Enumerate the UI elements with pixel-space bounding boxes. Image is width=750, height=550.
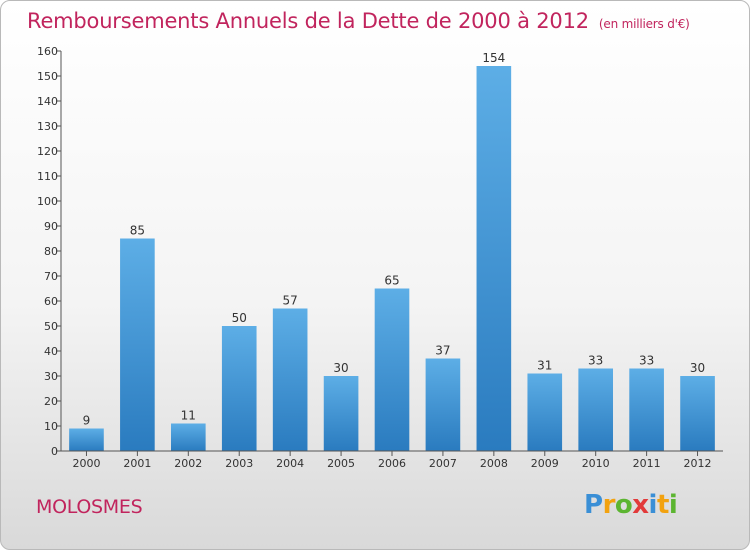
bar-2010 [578, 368, 614, 451]
bar-2002 [170, 423, 206, 451]
bar-2005 [323, 376, 359, 451]
value-label-2002: 11 [181, 409, 196, 423]
value-label-2011: 33 [639, 354, 654, 368]
y-tick-label: 70 [44, 270, 58, 283]
value-label-2004: 57 [283, 294, 298, 308]
y-axis: 0 10 20 30 40 50 60 70 80 90 100 110 120 130 140 150 160 [37, 45, 62, 458]
x-tick-label-2008: 2008 [480, 457, 508, 470]
value-label-2000: 9 [83, 414, 91, 428]
value-label-2012: 30 [690, 361, 705, 375]
bar-2000 [69, 428, 104, 451]
x-tick-label-2004: 2004 [276, 457, 304, 470]
value-label-2008: 154 [482, 51, 505, 65]
y-tick-label: 140 [37, 95, 58, 108]
bar-2003 [221, 326, 257, 451]
x-axis: 2000 2001 2002 2003 2004 2005 2006 2007 2008 2009… [61, 450, 723, 470]
bar-2004 [272, 308, 308, 451]
value-label-2001: 85 [130, 224, 145, 238]
x-tick-label-2001: 2001 [123, 457, 151, 470]
chart-title-text: Remboursements Annuels de la Dette de 20… [27, 9, 589, 33]
logo-letter: r [602, 490, 616, 520]
y-tick-label: 110 [37, 170, 58, 183]
bar-2011 [629, 368, 664, 451]
bar-2007 [425, 358, 461, 451]
bar-2008 [476, 66, 512, 451]
bar-2006 [374, 288, 410, 451]
y-tick-label: 60 [44, 295, 58, 308]
y-tick-label: 10 [44, 420, 58, 433]
x-tick-label-2000: 2000 [72, 457, 100, 470]
y-tick-label: 50 [44, 320, 58, 333]
y-tick-label: 40 [44, 345, 58, 358]
x-tick-label-2011: 2011 [633, 457, 661, 470]
value-label-2005: 30 [333, 361, 348, 375]
value-label-2006: 65 [384, 274, 399, 288]
chart-unit: (en milliers d'€) [598, 17, 690, 31]
x-tick-label-2006: 2006 [378, 457, 406, 470]
x-tick-label-2007: 2007 [429, 457, 457, 470]
logo-letter: x [632, 490, 649, 520]
bar-2012 [680, 376, 715, 451]
y-tick-label: 160 [37, 45, 58, 58]
y-tick-label: 130 [37, 120, 58, 133]
logo-letter: o [614, 490, 633, 520]
x-tick-label-2009: 2009 [531, 457, 559, 470]
x-tick-label-2003: 2003 [225, 457, 253, 470]
bars: 9 85 11 50 57 30 65 37 154 31 33 33 30 [69, 51, 715, 451]
x-tick-label-2002: 2002 [174, 457, 202, 470]
logo-letter: t [656, 490, 669, 520]
bar-2009 [527, 373, 563, 451]
logo-letter: i [648, 490, 658, 520]
y-tick-label: 0 [51, 445, 58, 458]
value-label-2003: 50 [232, 311, 247, 325]
chart-title: Remboursements Annuels de la Dette de 20… [27, 9, 690, 33]
y-tick-label: 80 [44, 245, 58, 258]
y-tick-label: 120 [37, 145, 58, 158]
bar-2001 [120, 238, 155, 451]
y-tick-label: 90 [44, 220, 58, 233]
logo-letter: P [584, 490, 603, 520]
value-label-2010: 33 [588, 354, 603, 368]
proxiti-logo: Proxiti [584, 490, 678, 520]
y-tick-label: 100 [37, 195, 58, 208]
x-tick-label-2010: 2010 [582, 457, 610, 470]
place-name: MOLOSMES [36, 496, 143, 518]
x-tick-label-2005: 2005 [327, 457, 355, 470]
value-label-2007: 37 [435, 344, 450, 358]
x-tick-label-2012: 2012 [684, 457, 712, 470]
logo-letter: i [668, 490, 678, 520]
y-tick-label: 150 [37, 70, 58, 83]
y-tick-label: 20 [44, 395, 58, 408]
y-tick-label: 30 [44, 370, 58, 383]
value-label-2009: 31 [537, 359, 552, 373]
